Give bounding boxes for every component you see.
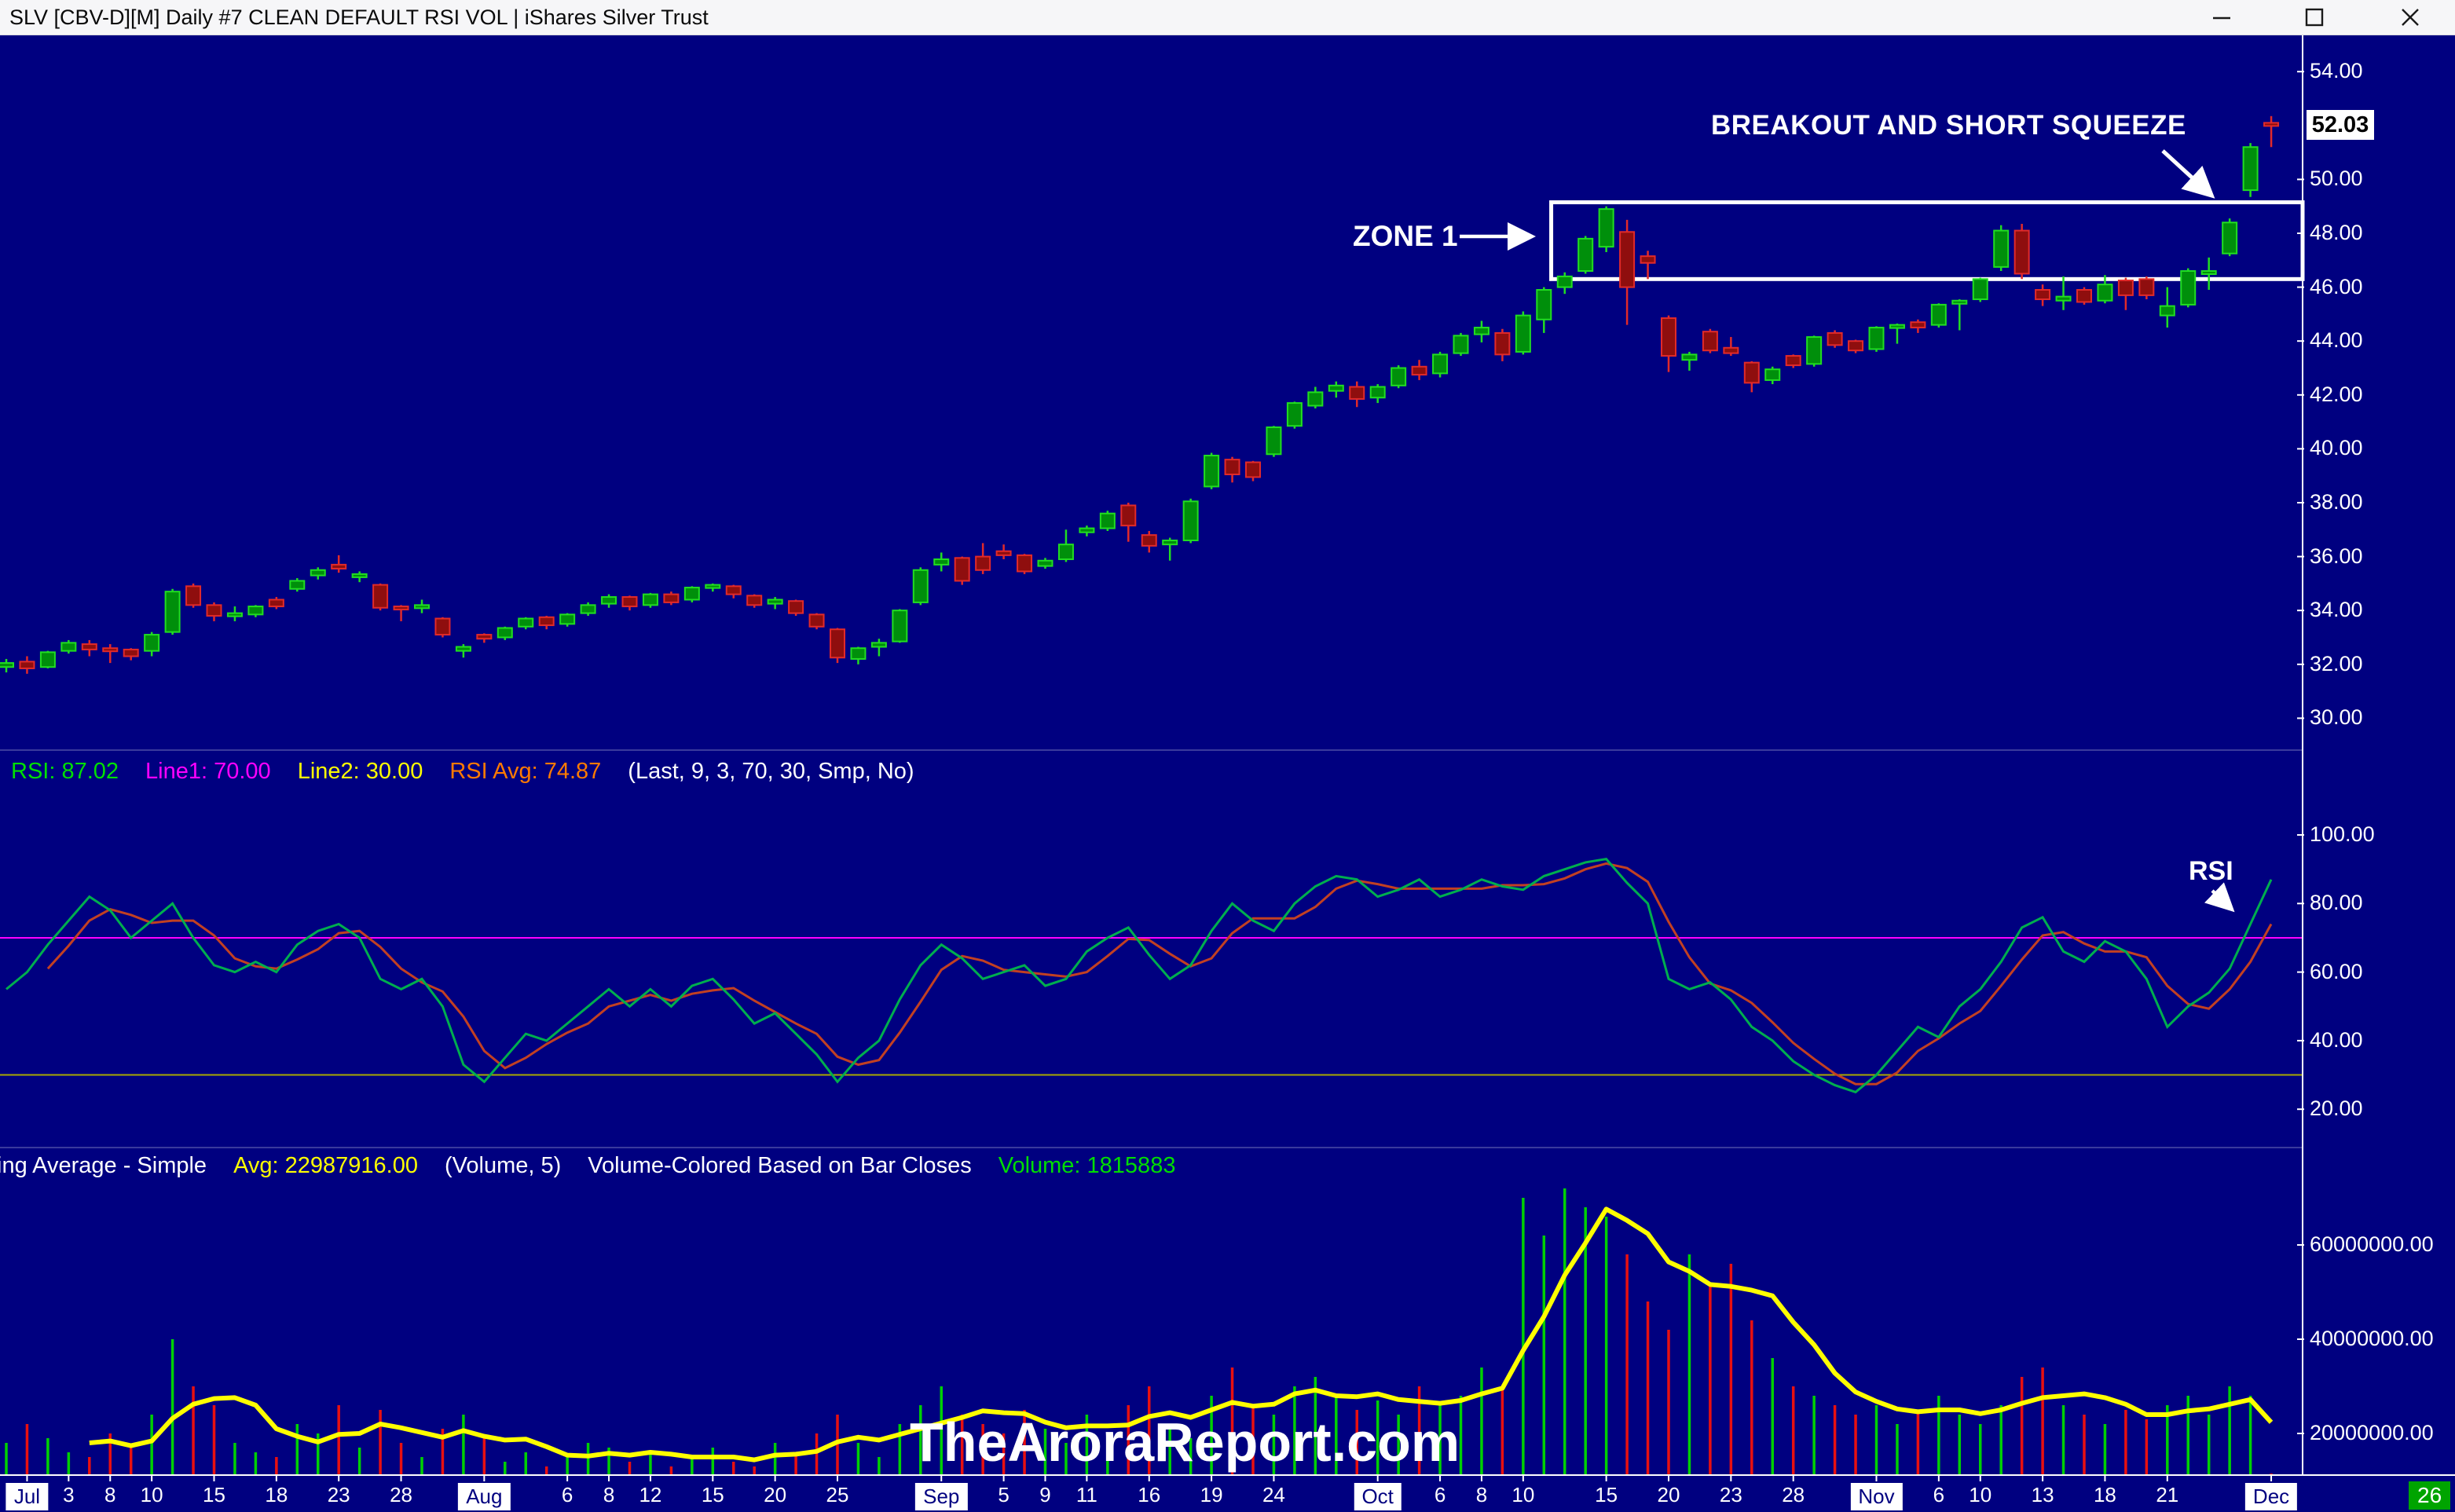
- rsi-axis-label: 60.00: [2310, 959, 2363, 983]
- price-axis-label: 32.00: [2310, 651, 2363, 675]
- chart-canvas[interactable]: [0, 35, 2455, 1512]
- price-axis-label: 38.00: [2310, 490, 2363, 514]
- x-axis-day-label: 9: [1039, 1483, 1051, 1507]
- watermark: TheAroraReport.com: [910, 1411, 1460, 1473]
- x-axis-day-label: 28: [1782, 1483, 1805, 1507]
- x-axis-day-label: 19: [1200, 1483, 1223, 1507]
- last-price-label: 52.03: [2307, 109, 2374, 140]
- volume-header-segment: ing Average - Simple: [0, 1153, 207, 1178]
- candlestick-layer: [0, 115, 2280, 674]
- x-axis-day-label: 13: [2031, 1483, 2054, 1507]
- last-date-badge: 26: [2409, 1481, 2451, 1510]
- x-axis-day-label: 6: [1434, 1483, 1446, 1507]
- price-axis-label: 40.00: [2310, 436, 2363, 460]
- x-axis-day-label: 10: [1969, 1483, 1992, 1507]
- zone-rectangle: [1549, 200, 2305, 281]
- rsi-annotation: RSI: [2189, 856, 2233, 886]
- x-axis-day-label: 10: [1511, 1483, 1535, 1507]
- close-icon: [2402, 9, 2419, 26]
- price-axis-label: 46.00: [2310, 274, 2363, 298]
- x-axis-month-label: Oct: [1354, 1483, 1402, 1510]
- rsi-axis-label: 40.00: [2310, 1027, 2363, 1052]
- x-axis-day-label: 3: [63, 1483, 75, 1507]
- x-axis-day-label: 28: [390, 1483, 413, 1507]
- volume-header-segment: Volume: 1815883: [998, 1153, 1176, 1178]
- x-axis-day-label: 25: [826, 1483, 849, 1507]
- volume-header-segment: Avg: 22987916.00: [233, 1153, 418, 1178]
- x-axis-month-label: Dec: [2244, 1483, 2298, 1510]
- rsi-axis-label: 80.00: [2310, 891, 2363, 915]
- minimize-button[interactable]: [2200, 5, 2244, 30]
- volume-header-segment: (Volume, 5): [444, 1153, 562, 1178]
- maximize-icon: [2305, 8, 2324, 27]
- volume-header-segment: Volume-Colored Based on Bar Closes: [588, 1153, 972, 1178]
- rsi-header-segment: Line1: 70.00: [145, 759, 271, 784]
- volume-axis-label: 20000000.00: [2310, 1421, 2434, 1444]
- x-axis-day-label: 6: [1933, 1483, 1945, 1507]
- x-axis-day-label: 20: [764, 1483, 787, 1507]
- x-axis-day-label: 8: [603, 1483, 615, 1507]
- price-axis-label: 44.00: [2310, 328, 2363, 353]
- price-axis-label: 34.00: [2310, 598, 2363, 622]
- rsi-header-segment: (Last, 9, 3, 70, 30, Smp, No): [628, 759, 914, 784]
- x-axis-day-label: 11: [1075, 1483, 1097, 1507]
- price-axis-label: 36.00: [2310, 544, 2363, 568]
- x-axis-day-label: 15: [1595, 1483, 1618, 1507]
- rsi-line-layer: [0, 857, 2303, 1094]
- rsi-axis-label: 100.00: [2310, 822, 2375, 846]
- volume-axis-label: 40000000.00: [2310, 1327, 2434, 1350]
- annotation-arrows: [1460, 149, 2235, 913]
- x-axis-day-label: 24: [1262, 1483, 1285, 1507]
- rsi-header-segment: RSI: 87.02: [11, 759, 119, 784]
- x-axis-month-label: Nov: [1850, 1483, 1903, 1510]
- axis-layer: [0, 35, 2455, 1481]
- x-axis-day-label: 16: [1138, 1483, 1161, 1507]
- window-title: SLV [CBV-D][M] Daily #7 CLEAN DEFAULT RS…: [9, 5, 709, 29]
- volume-study-header[interactable]: ing Average - Simple Avg: 22987916.00 (Vol…: [0, 1153, 1202, 1179]
- rsi-header-segment: RSI Avg: 74.87: [449, 759, 602, 784]
- x-axis-month-label: Aug: [458, 1483, 511, 1510]
- rsi-header-segment: Line2: 30.00: [297, 759, 423, 784]
- rsi-axis-label: 20.00: [2310, 1096, 2363, 1121]
- breakout-annotation: BREAKOUT AND SHORT SQUEEZE: [1711, 110, 2186, 141]
- x-axis-day-label: 23: [1719, 1483, 1742, 1507]
- window-titlebar[interactable]: SLV [CBV-D][M] Daily #7 CLEAN DEFAULT RS…: [0, 0, 2455, 35]
- x-axis-day-label: 20: [1657, 1483, 1680, 1507]
- x-axis-day-label: 8: [104, 1483, 116, 1507]
- zone1-annotation: ZONE 1: [1353, 220, 1458, 252]
- x-axis-month-label: Jul: [5, 1483, 49, 1510]
- volume-layer: [5, 1188, 2274, 1475]
- minimize-icon: [2213, 16, 2230, 20]
- price-axis-label: 48.00: [2310, 221, 2363, 244]
- x-axis-day-label: 6: [561, 1483, 573, 1507]
- x-axis-day-label: 5: [998, 1483, 1009, 1507]
- x-axis-day-label: 15: [203, 1483, 225, 1507]
- x-axis-day-label: 12: [639, 1483, 662, 1507]
- chart-area[interactable]: 54.00 50.00 48.00 46.00 44.00 42.00 40.00 38.00…: [0, 35, 2455, 1512]
- x-axis-day-label: 18: [2093, 1483, 2116, 1507]
- rsi-study-header[interactable]: RSI: 87.02 Line1: 70.00 Line2: 30.00 RSI Av…: [11, 759, 941, 785]
- x-axis-day-label: 21: [2156, 1483, 2179, 1507]
- price-axis-label: 30.00: [2310, 705, 2363, 730]
- price-axis-label: 54.00: [2310, 59, 2363, 83]
- price-axis-label: 50.00: [2310, 167, 2363, 191]
- x-axis-day-label: 10: [140, 1483, 163, 1507]
- price-axis-label: 42.00: [2310, 382, 2363, 406]
- x-axis-day-label: 18: [265, 1483, 288, 1507]
- volume-axis-label: 60000000.00: [2310, 1232, 2434, 1256]
- x-axis-day-label: 15: [701, 1483, 724, 1507]
- x-axis-day-label: 23: [327, 1483, 350, 1507]
- x-axis-month-label: Sep: [915, 1483, 968, 1510]
- close-button[interactable]: [2388, 5, 2432, 30]
- x-axis-day-label: 8: [1475, 1483, 1488, 1507]
- maximize-button[interactable]: [2292, 5, 2336, 30]
